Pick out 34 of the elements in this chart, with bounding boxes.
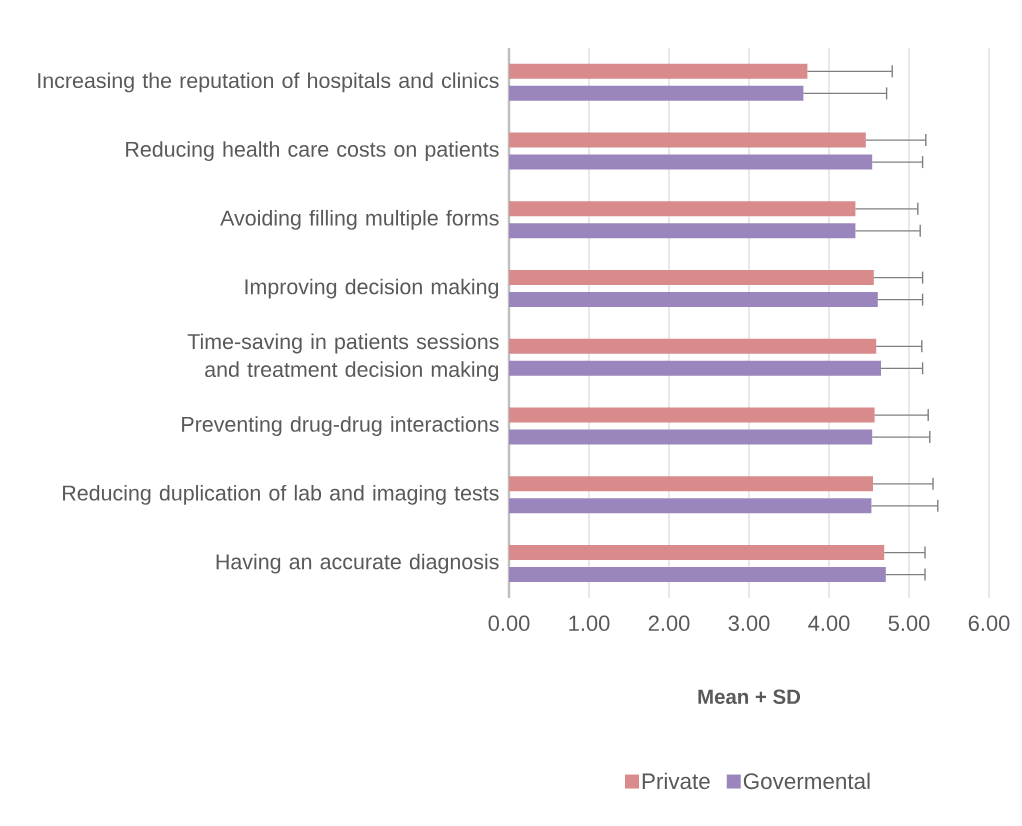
x-tick-label: 0.00	[488, 615, 530, 632]
bar	[509, 85, 804, 101]
bar	[509, 360, 881, 376]
bar	[509, 63, 808, 79]
bar	[509, 223, 856, 239]
y-tick-label: Having an accurate diagnosis	[216, 553, 499, 574]
legend-label: Govermental	[743, 772, 870, 790]
y-tick-label: Improving decision making	[245, 278, 499, 299]
y-tick-label: Avoiding filling multiple forms	[220, 209, 499, 230]
x-axis-title: Mean + SD	[698, 689, 801, 704]
bar	[509, 338, 877, 354]
x-tick-label: 6.00	[968, 615, 1010, 632]
bar	[509, 154, 873, 170]
x-tick-label: 1.00	[569, 615, 610, 632]
y-tick-label: Increasing the reputation of hospitals and clinics	[38, 72, 499, 93]
x-tick-label: 4.00	[808, 615, 850, 632]
y-tick-label: Preventing drug-drug interactions	[182, 416, 499, 437]
bar	[509, 132, 866, 148]
bar	[509, 270, 874, 286]
y-tick-label: Reducing duplication of lab and imaging tests	[63, 484, 499, 505]
bar	[509, 567, 886, 583]
bar	[509, 545, 885, 561]
bar	[509, 476, 873, 492]
x-tick-label: 5.00	[888, 615, 930, 632]
bar	[509, 201, 856, 217]
y-tick-label: Reducing health care costs on patients	[126, 141, 499, 162]
bar	[509, 429, 873, 445]
bar	[509, 407, 875, 423]
x-tick-label: 3.00	[728, 615, 770, 632]
y-tick-label: Time-saving in patients sessions and treatment decision making	[187, 333, 499, 382]
bar	[509, 498, 872, 514]
bar	[509, 292, 878, 308]
legend-label: Private	[642, 772, 710, 790]
x-tick-label: 2.00	[648, 615, 690, 632]
